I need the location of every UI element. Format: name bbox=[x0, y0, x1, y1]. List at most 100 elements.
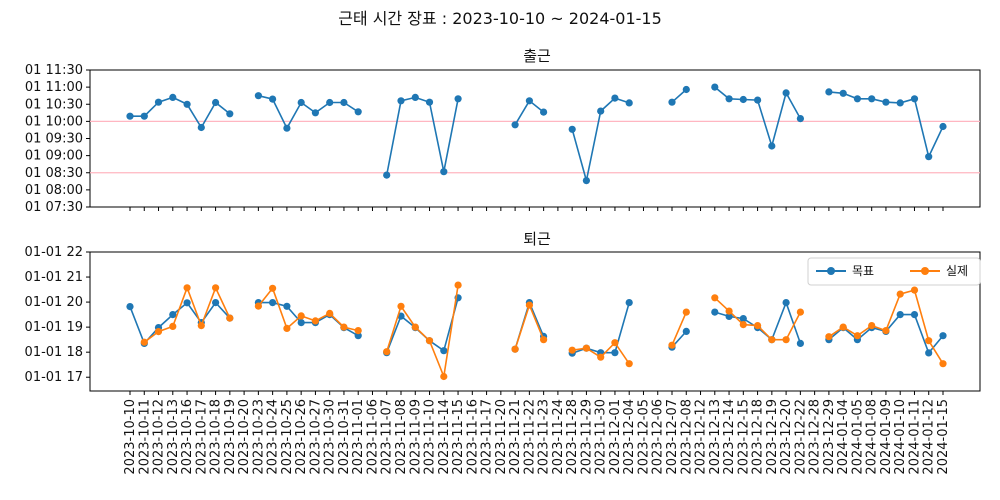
series-0-point bbox=[283, 302, 291, 310]
y-tick-label: 01-01 17 bbox=[25, 370, 83, 385]
x-tick-label: 2023-12-22 bbox=[793, 399, 808, 475]
series-line-point bbox=[611, 94, 619, 102]
x-tick-label: 2024-01-12 bbox=[922, 399, 937, 475]
series-1-point bbox=[839, 323, 847, 331]
clock-in-subtitle: 출근 bbox=[523, 47, 551, 65]
series-1-point bbox=[739, 321, 747, 329]
y-tick-label: 01-01 22 bbox=[25, 245, 83, 260]
series-1-point bbox=[411, 323, 419, 331]
y-tick-label: 01 08:00 bbox=[25, 183, 83, 198]
x-tick-label: 2023-10-12 bbox=[152, 399, 167, 475]
series-1-point bbox=[311, 317, 319, 325]
series-0-point bbox=[169, 311, 177, 319]
series-line-point bbox=[782, 89, 790, 97]
series-line-point bbox=[754, 96, 762, 104]
x-tick-label: 2023-12-18 bbox=[751, 399, 766, 475]
series-line-point bbox=[340, 98, 348, 107]
x-tick-label: 2024-01-04 bbox=[836, 399, 851, 475]
series-1-point bbox=[682, 308, 690, 316]
series-line-point bbox=[311, 109, 319, 117]
series-1-point bbox=[197, 322, 205, 330]
legend-actual-label: 실제 bbox=[946, 264, 968, 278]
series-0-point bbox=[896, 311, 904, 319]
x-tick-label: 2023-12-20 bbox=[779, 399, 794, 475]
x-tick-label: 2023-10-25 bbox=[280, 399, 295, 475]
series-1-point bbox=[454, 281, 462, 289]
x-tick-label: 2023-10-23 bbox=[251, 399, 266, 475]
series-0-point bbox=[625, 299, 633, 307]
series-1-point bbox=[768, 336, 776, 344]
chart-title: 근태 시간 장표 : 2023-10-10 ~ 2024-01-15 bbox=[338, 9, 662, 28]
series-1-point bbox=[140, 338, 148, 346]
series-line-point bbox=[597, 107, 605, 115]
series-line-point bbox=[825, 88, 833, 96]
y-tick-label: 01 11:00 bbox=[25, 80, 83, 95]
series-line-point bbox=[739, 95, 747, 104]
x-tick-label: 2024-01-09 bbox=[879, 399, 894, 475]
series-1-point bbox=[725, 307, 733, 315]
y-tick-label: 01 10:30 bbox=[25, 97, 83, 112]
series-1-point bbox=[169, 322, 177, 330]
x-tick-label: 2023-10-26 bbox=[294, 399, 309, 475]
y-tick-label: 01-01 18 bbox=[25, 345, 83, 360]
series-line-point bbox=[440, 168, 448, 176]
series-line-point bbox=[326, 98, 334, 107]
series-0-point bbox=[126, 303, 134, 311]
series-line-point bbox=[511, 121, 519, 129]
series-0-point bbox=[183, 299, 191, 307]
series-1-point bbox=[896, 290, 904, 298]
x-tick-label: 2023-12-06 bbox=[651, 399, 666, 475]
x-tick-label: 2023-11-09 bbox=[408, 399, 423, 475]
series-1-point bbox=[668, 341, 676, 349]
x-tick-label: 2023-12-08 bbox=[679, 399, 694, 475]
x-tick-label: 2023-11-10 bbox=[423, 399, 438, 475]
series-line-point bbox=[910, 95, 919, 103]
y-tick-label: 01 11:30 bbox=[25, 63, 83, 78]
series-1-point bbox=[611, 339, 619, 347]
x-tick-label: 2023-11-28 bbox=[565, 399, 580, 475]
x-tick-label: 2023-11-16 bbox=[465, 399, 480, 475]
series-1-point bbox=[183, 284, 191, 292]
series-line-point bbox=[197, 123, 205, 132]
series-0-point bbox=[611, 349, 619, 357]
legend-box bbox=[807, 257, 981, 286]
legend: 목표 실제 bbox=[807, 257, 981, 286]
series-line-point bbox=[725, 95, 733, 103]
x-tick-label: 2023-10-18 bbox=[209, 399, 224, 475]
series-1-point bbox=[825, 333, 833, 341]
x-tick-label: 2023-10-24 bbox=[266, 399, 281, 475]
series-line-point bbox=[868, 95, 876, 103]
legend-target-label: 목표 bbox=[852, 264, 874, 278]
series-line-point bbox=[354, 108, 362, 116]
series-0-point bbox=[711, 308, 719, 316]
series-line-point bbox=[711, 83, 719, 91]
series-0-point bbox=[682, 327, 690, 335]
legend-actual-marker bbox=[921, 267, 929, 275]
series-line-point bbox=[154, 98, 163, 106]
series-1-point bbox=[254, 302, 262, 310]
series-0-point bbox=[925, 349, 933, 357]
series-line-point bbox=[768, 142, 776, 150]
series-line-point bbox=[882, 98, 890, 106]
series-0-point bbox=[796, 339, 805, 347]
series-1-point bbox=[597, 353, 605, 361]
series-line-point bbox=[925, 153, 933, 161]
x-tick-label: 2023-11-29 bbox=[579, 399, 594, 475]
x-tick-label: 2023-10-16 bbox=[180, 399, 195, 475]
clock-in-plot-area: 01 07:30 01 08:00 01 08:30 01 09:00 01 09:30… bbox=[25, 63, 981, 215]
series-line-point bbox=[939, 122, 947, 131]
x-tick-label: 2023-12-05 bbox=[636, 399, 651, 475]
x-tick-label: 2023-10-10 bbox=[123, 399, 138, 475]
x-tick-label: 2023-10-20 bbox=[237, 399, 252, 475]
x-tick-label: 2023-11-07 bbox=[380, 399, 395, 475]
series-1-point bbox=[568, 346, 576, 354]
series-1-point bbox=[882, 327, 890, 335]
y-tick-label: 01 09:00 bbox=[25, 149, 83, 164]
x-tick-label: 2023-12-12 bbox=[694, 399, 709, 475]
y-tick-label: 01-01 19 bbox=[25, 320, 83, 335]
series-line-point bbox=[896, 99, 904, 107]
series-1-point bbox=[511, 345, 519, 353]
x-tick-label: 2023-10-11 bbox=[137, 399, 152, 475]
